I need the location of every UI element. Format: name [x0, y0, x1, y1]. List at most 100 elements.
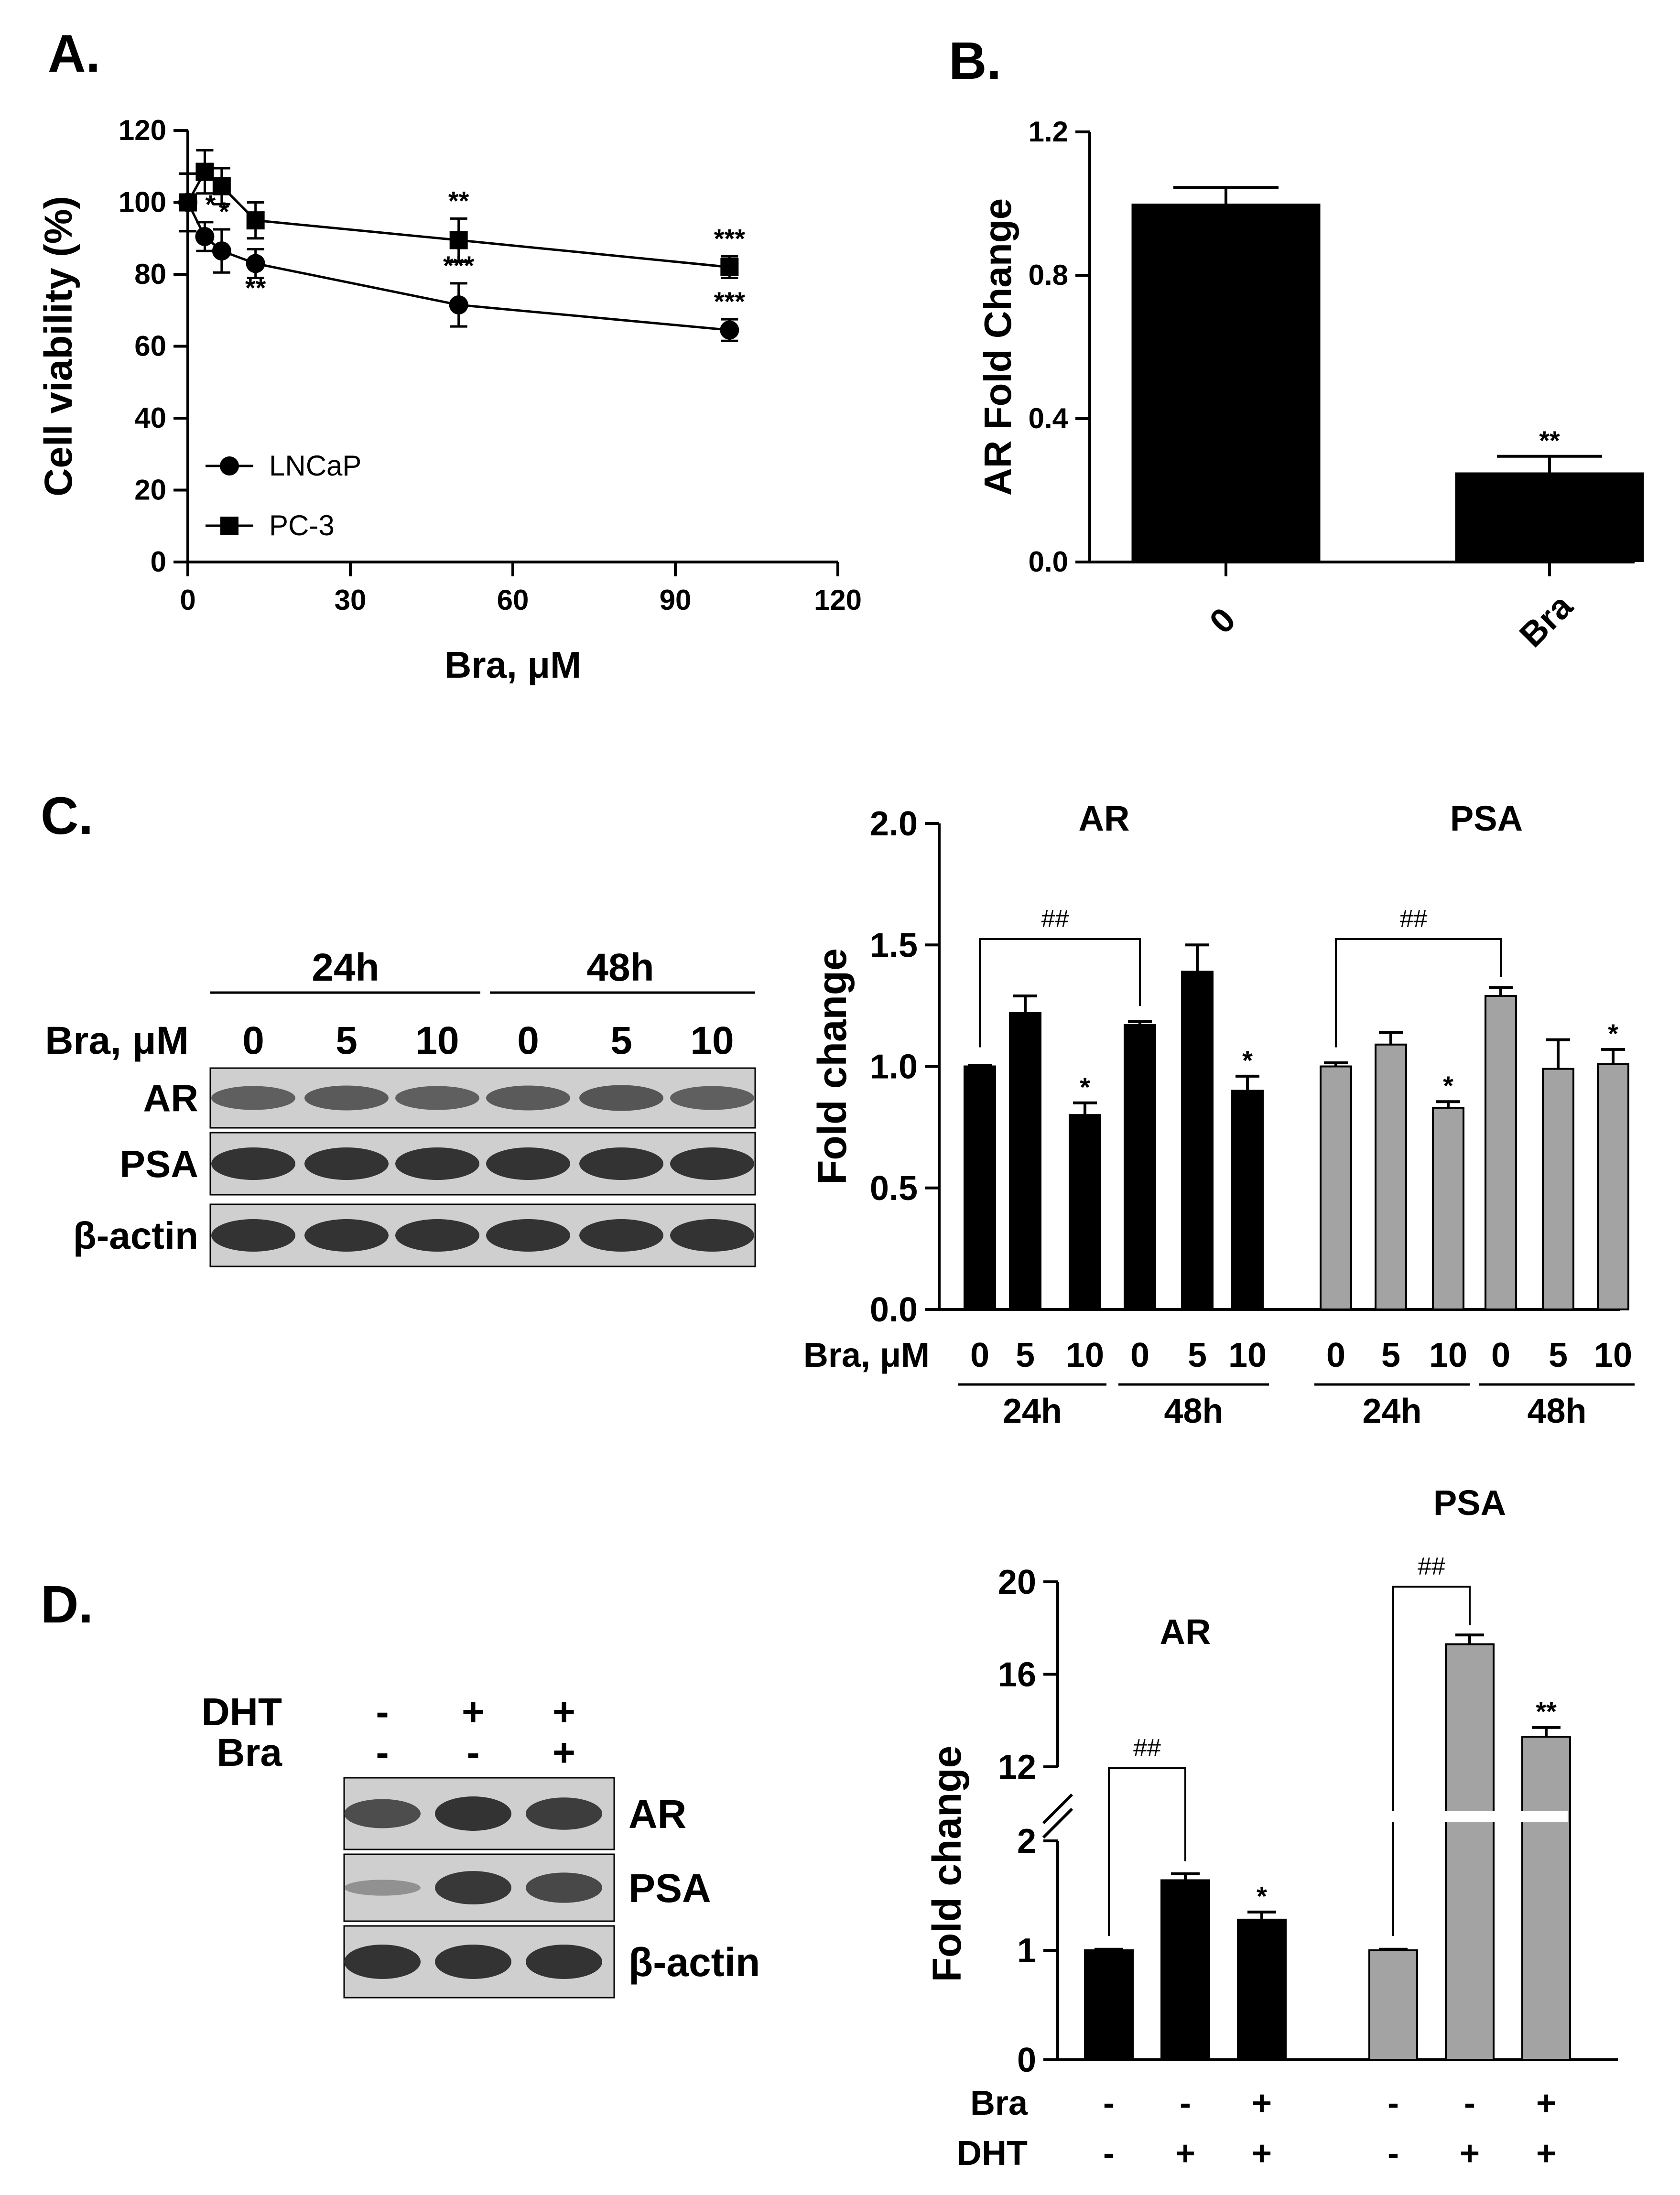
- c-category-label: 5: [1188, 1336, 1207, 1374]
- d-y-axis-title: Fold change: [924, 1746, 969, 1982]
- c-blot-band: [579, 1085, 663, 1111]
- c-blot-lane-label: 10: [415, 1019, 459, 1062]
- c-bar: [964, 1065, 996, 1310]
- d-row-sign: -: [1103, 2134, 1115, 2173]
- a-y-tick-label: 40: [134, 402, 166, 434]
- c-blot-band: [670, 1147, 754, 1180]
- panel-label-b: B.: [949, 32, 1001, 90]
- a-y-tick-label: 120: [119, 114, 166, 146]
- a-significance: **: [448, 185, 469, 216]
- d-row-sign: +: [1460, 2134, 1480, 2173]
- c-blot-lane-label: 5: [610, 1019, 632, 1062]
- b-y-tick-label: 0.4: [1029, 402, 1069, 434]
- a-x-tick-label: 60: [497, 584, 529, 616]
- c-blot-lane-label: 0: [242, 1019, 264, 1062]
- a-legend-label: PC-3: [269, 509, 335, 541]
- c-y-tick-label: 1.5: [870, 926, 918, 964]
- c-blot-timepoint: 24h: [312, 946, 379, 989]
- d-blot-band: [526, 1872, 602, 1903]
- d-blot-treatment-label: DHT: [201, 1690, 282, 1734]
- d-blot-band: [344, 1880, 421, 1896]
- d-row-sign: +: [1252, 2084, 1272, 2122]
- c-significance: *: [1080, 1072, 1090, 1102]
- c-blot-band: [579, 1147, 663, 1180]
- c-y-tick-label: 2.0: [870, 805, 918, 843]
- d-blot-band: [435, 1871, 511, 1904]
- c-blot-band: [211, 1147, 295, 1180]
- c-blot-band: [486, 1219, 570, 1252]
- c-blot-protein-label: AR: [143, 1077, 198, 1120]
- d-blot-band: [526, 1797, 602, 1830]
- d-y-tick-label: 0: [1017, 2041, 1036, 2079]
- d-axis-break-gap: [1367, 1811, 1568, 1822]
- a-point-pc3: [246, 211, 265, 230]
- c-category-label: 0: [1326, 1336, 1345, 1374]
- d-y-tick-label: 2: [1017, 1822, 1036, 1860]
- c-category-label: 5: [1381, 1336, 1400, 1374]
- c-blot-band: [670, 1086, 754, 1110]
- c-blot-band: [395, 1086, 479, 1110]
- c-category-label: 5: [1549, 1336, 1568, 1374]
- c-blot-conc-label: Bra, μM: [45, 1019, 189, 1062]
- d-blot-treatment-label: Bra: [217, 1731, 282, 1774]
- c-significance: *: [1443, 1070, 1453, 1101]
- c-category-label: 0: [1130, 1336, 1149, 1374]
- a-point-lncap: [246, 254, 265, 273]
- d-row-sign: +: [1536, 2084, 1556, 2122]
- a-point-lncap: [449, 295, 468, 314]
- d-significance: **: [1536, 1697, 1557, 1727]
- d-blot-treatment-sign: +: [462, 1690, 485, 1734]
- a-x-tick-label: 120: [814, 584, 862, 616]
- b-category-label: 0: [1203, 601, 1243, 641]
- c-timepoint-label: 24h: [1003, 1392, 1062, 1430]
- d-significance: *: [1257, 1881, 1267, 1911]
- a-point-pc3: [179, 193, 197, 212]
- d-y-tick-label: 16: [998, 1655, 1036, 1694]
- d-y-tick-label: 12: [998, 1748, 1036, 1786]
- a-legend-marker: [220, 517, 238, 535]
- d-row-sign: +: [1536, 2134, 1556, 2173]
- c-y-tick-label: 1.0: [870, 1048, 918, 1086]
- d-row-sign: -: [1387, 2084, 1399, 2122]
- c-bar: [1069, 1114, 1101, 1310]
- a-y-tick-label: 100: [119, 186, 166, 218]
- c-blot-band: [304, 1219, 389, 1252]
- a-x-axis-title: Bra, μM: [444, 644, 581, 686]
- c-blot-lane-label: 0: [517, 1019, 539, 1062]
- c-group-title: PSA: [1450, 799, 1523, 838]
- c-blot-band: [486, 1147, 570, 1180]
- d-blot-band: [435, 1796, 511, 1831]
- d-bracket-label: ##: [1418, 1553, 1445, 1580]
- d-row-label: DHT: [957, 2134, 1028, 2173]
- a-x-tick-label: 0: [180, 584, 195, 616]
- d-row-sign: -: [1464, 2084, 1475, 2122]
- a-legend-marker: [220, 456, 239, 476]
- c-bar: [1375, 1043, 1407, 1311]
- d-bracket: [1108, 1767, 1186, 1936]
- a-y-tick-label: 80: [134, 258, 166, 290]
- c-bracket: [979, 938, 1141, 1048]
- b-y-axis-title: AR Fold Change: [976, 198, 1019, 496]
- c-blot-band: [304, 1085, 389, 1111]
- a-significance: **: [245, 273, 266, 303]
- d-row-sign: +: [1252, 2134, 1272, 2173]
- a-y-tick-label: 0: [151, 546, 166, 578]
- b-y-tick-label: 1.2: [1029, 116, 1068, 148]
- a-point-pc3: [720, 258, 739, 276]
- d-blot-band: [526, 1945, 602, 1979]
- d-group-title: AR: [1160, 1612, 1211, 1652]
- c-timepoint-label: 48h: [1527, 1392, 1586, 1430]
- a-significance: ***: [714, 286, 746, 316]
- d-row-label: Bra: [970, 2084, 1028, 2122]
- panel-label-c: C.: [41, 787, 93, 845]
- a-point-pc3: [449, 231, 468, 249]
- c-x-row-label: Bra, μM: [803, 1336, 930, 1374]
- a-point-pc3: [212, 177, 231, 195]
- c-bracket-label: ##: [1400, 905, 1428, 933]
- c-blot-band: [395, 1147, 479, 1180]
- d-blot-treatment-sign: -: [376, 1731, 389, 1774]
- d-axis-break-mark: [1042, 1807, 1073, 1839]
- d-blot-treatment-sign: -: [466, 1731, 479, 1774]
- c-category-label: 10: [1228, 1336, 1267, 1374]
